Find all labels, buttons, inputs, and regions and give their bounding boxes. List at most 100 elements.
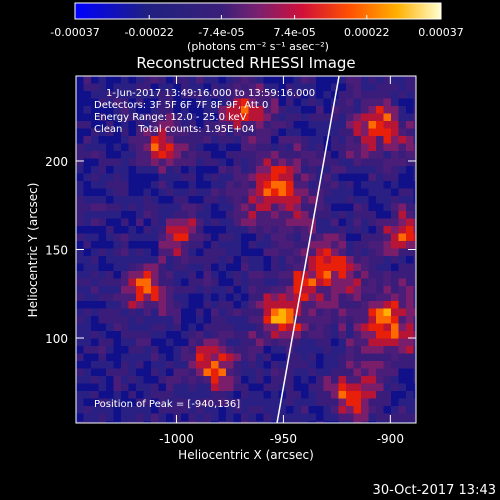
heatmap-cell [346,203,354,212]
heatmap-cell [173,353,182,362]
heatmap-cell [256,323,264,332]
heatmap-cell [338,338,347,347]
heatmap-cell [368,128,377,137]
heatmap-cell [151,136,159,144]
heatmap-cell [76,226,84,234]
heatmap-cell [301,323,309,332]
heatmap-cell [383,203,392,212]
heatmap-cell [226,398,234,407]
heatmap-cell [383,316,392,324]
heatmap-cell [406,338,414,347]
heatmap-cell [136,368,144,377]
heatmap-cell [196,196,204,204]
heatmap-cell [271,166,279,174]
heatmap-cell [121,143,129,152]
heatmap-cell [398,136,407,144]
heatmap-cell [406,346,414,354]
heatmap-cell [263,286,272,294]
heatmap-cell [166,226,174,234]
heatmap-cell [136,398,144,407]
heatmap-cell [233,248,242,257]
heatmap-cell [248,196,257,204]
heatmap-cell [338,278,347,287]
heatmap-cell [83,106,92,114]
heatmap-cell [331,308,339,317]
heatmap-cell [196,121,204,129]
heatmap-cell [143,413,152,422]
heatmap-cell [226,353,234,362]
heatmap-cell [301,91,309,99]
heatmap-cell [233,188,242,197]
heatmap-cell [331,241,339,249]
heatmap-cell [106,106,114,114]
heatmap-cell [83,383,92,392]
heatmap-cell [121,398,129,407]
heatmap-cell [143,256,152,264]
heatmap-cell [151,98,159,107]
heatmap-cell [398,248,407,257]
heatmap-cell [346,308,354,317]
heatmap-cell [188,241,197,249]
heatmap-cell [376,293,384,302]
heatmap-cell [398,301,407,309]
heatmap-cell [376,338,384,347]
heatmap-cell [406,293,414,302]
heatmap-cell [98,76,107,84]
heatmap-cell [413,98,416,107]
heatmap-cell [248,98,257,107]
heatmap-cell [211,256,219,264]
heatmap-cell [383,413,392,422]
heatmap-cell [308,128,317,137]
heatmap-cell [316,196,324,204]
heatmap-cell [233,338,242,347]
heatmap-cell [368,353,377,362]
heatmap-cell [121,113,129,122]
heatmap-cell [286,181,294,189]
heatmap-cell [233,136,242,144]
heatmap-cell [346,106,354,114]
heatmap-cell [151,143,159,152]
heatmap-cell [211,143,219,152]
heatmap-cell [98,346,107,354]
heatmap-cell [398,151,407,159]
heatmap-cell [278,188,287,197]
heatmap-cell [136,128,144,137]
heatmap-cell [263,211,272,219]
heatmap-cell [226,286,234,294]
heatmap-cell [316,248,324,257]
heatmap-cell [233,398,242,407]
heatmap-cell [293,421,302,423]
heatmap-cell [106,241,114,249]
heatmap-cell [278,106,287,114]
heatmap-cell [196,263,204,272]
heatmap-cell [158,323,167,332]
heatmap-cell [413,383,416,392]
heatmap-cell [338,248,347,257]
heatmap-cell [323,181,332,189]
heatmap-cell [383,113,392,122]
heatmap-cell [203,241,212,249]
heatmap-cell [91,406,99,414]
heatmap-cell [406,181,414,189]
heatmap-cell [271,361,279,369]
limb-line [276,75,340,424]
heatmap-cell [376,106,384,114]
heatmap-cell [151,406,159,414]
heatmap-cell [211,196,219,204]
heatmap-cell [158,173,167,182]
heatmap-cell [211,383,219,392]
heatmap-cell [188,218,197,227]
heatmap-cell [271,271,279,279]
heatmap-cell [271,226,279,234]
heatmap-cell [203,188,212,197]
heatmap-cell [308,293,317,302]
heatmap-cell [248,106,257,114]
heatmap-cell [91,173,99,182]
heatmap-cell [128,106,137,114]
heatmap-cell [308,398,317,407]
heatmap-cell [151,353,159,362]
heatmap-cell [398,76,407,84]
heatmap-cell [278,151,287,159]
heatmap-cell [248,308,257,317]
annotation-clean-counts: Clean Total counts: 1.95E+04 [94,124,254,135]
